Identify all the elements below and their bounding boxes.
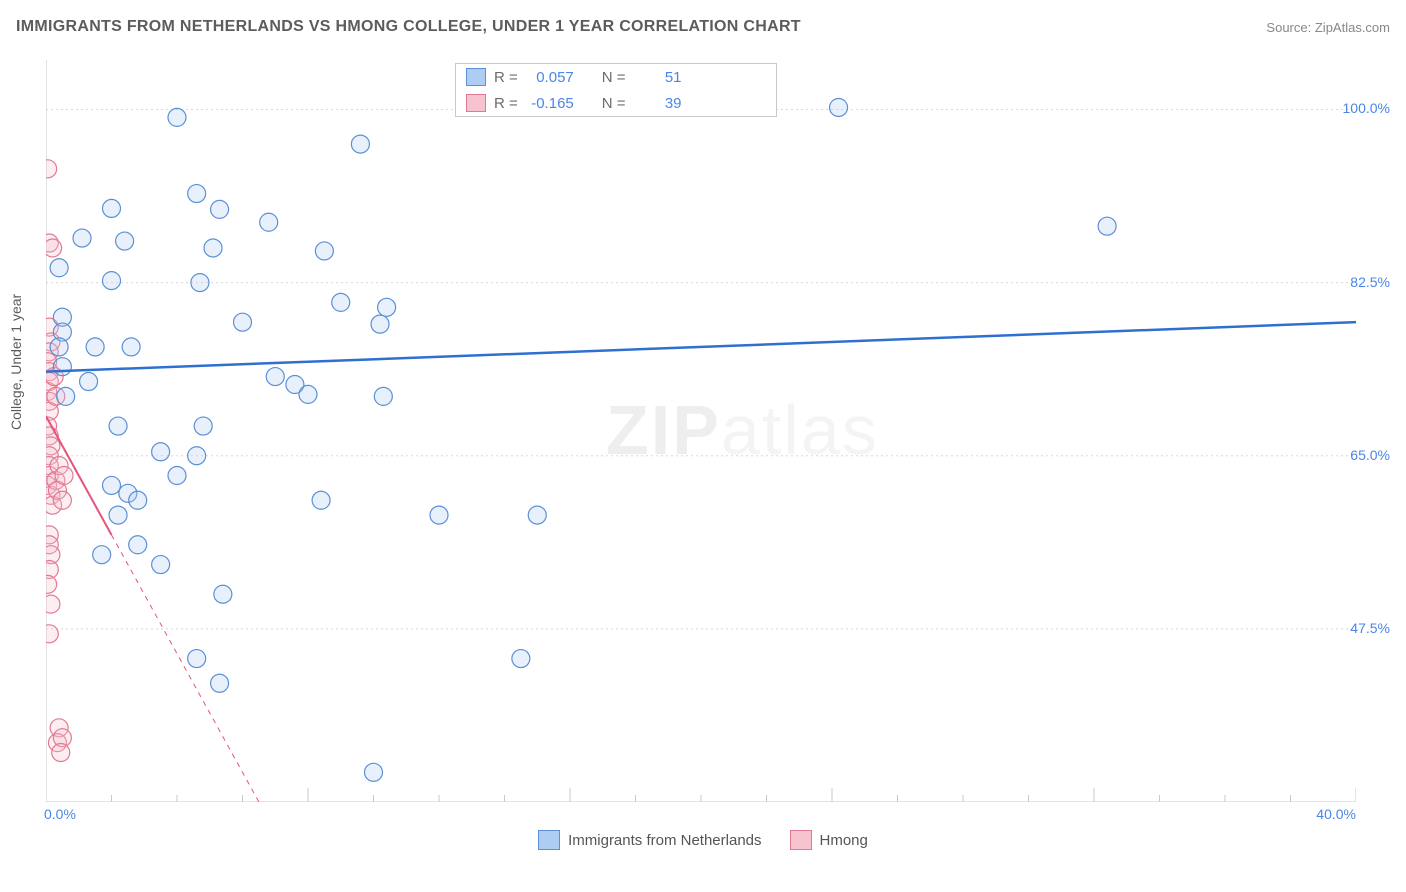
- chart-area: ZIPatlas: [46, 60, 1356, 802]
- scatter-chart-svg: [46, 60, 1356, 802]
- legend-item: Immigrants from Netherlands: [538, 830, 761, 850]
- stats-row: R = -0.165 N = 39: [456, 90, 776, 116]
- legend-label: Hmong: [820, 832, 868, 849]
- chart-title: IMMIGRANTS FROM NETHERLANDS VS HMONG COL…: [16, 18, 801, 36]
- n-value: 39: [634, 95, 682, 112]
- y-tick-label: 65.0%: [1350, 447, 1390, 463]
- x-tick-label: 0.0%: [44, 806, 76, 822]
- y-axis-label: College, Under 1 year: [8, 294, 24, 430]
- r-value: -0.165: [526, 95, 574, 112]
- y-tick-label: 100.0%: [1343, 100, 1390, 116]
- legend-label: Immigrants from Netherlands: [568, 832, 761, 849]
- source-label: Source:: [1266, 20, 1311, 35]
- x-tick-label: 40.0%: [1316, 806, 1356, 822]
- y-axis-labels: 47.5% 65.0% 82.5% 100.0%: [1320, 60, 1390, 802]
- r-label: R =: [494, 95, 518, 112]
- series-swatch: [466, 68, 486, 86]
- series-swatch: [790, 830, 812, 850]
- source-credit: Source: ZipAtlas.com: [1266, 20, 1390, 35]
- y-tick-label: 82.5%: [1350, 274, 1390, 290]
- stats-row: R = 0.057 N = 51: [456, 64, 776, 90]
- series-legend: Immigrants from Netherlands Hmong: [0, 830, 1406, 854]
- correlation-stats-box: R = 0.057 N = 51 R = -0.165 N = 39: [455, 63, 777, 117]
- source-value: ZipAtlas.com: [1315, 20, 1390, 35]
- legend-item: Hmong: [790, 830, 868, 850]
- x-axis-labels: 0.0% 40.0%: [46, 806, 1356, 830]
- n-value: 51: [634, 69, 682, 86]
- r-value: 0.057: [526, 69, 574, 86]
- n-label: N =: [602, 95, 626, 112]
- n-label: N =: [602, 69, 626, 86]
- series-swatch: [538, 830, 560, 850]
- series-swatch: [466, 94, 486, 112]
- y-tick-label: 47.5%: [1350, 620, 1390, 636]
- r-label: R =: [494, 69, 518, 86]
